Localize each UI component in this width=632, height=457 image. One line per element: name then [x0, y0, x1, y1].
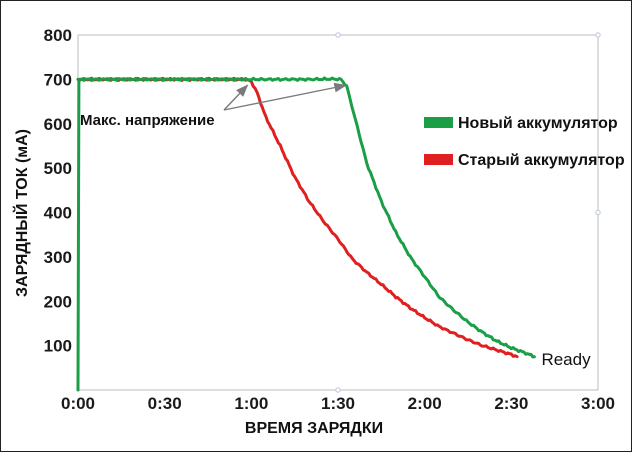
annotation-arrow — [223, 84, 249, 111]
frame-marker — [595, 209, 601, 216]
y-tick-label: 400 — [44, 204, 72, 223]
y-tick-label: 300 — [44, 248, 72, 267]
annotation-ready: Ready — [541, 350, 591, 369]
frame-marker — [595, 32, 601, 38]
legend-swatch-old-battery — [424, 154, 453, 165]
x-tick-label: 2:00 — [408, 394, 442, 413]
y-tick-label: 500 — [44, 159, 72, 178]
x-tick-label: 0:00 — [61, 394, 95, 413]
annotation-arrow — [223, 82, 347, 111]
y-tick-label: 700 — [44, 70, 72, 89]
x-tick-labels: 0:00 0:30 1:00 1:30 2:00 2:30 3:00 — [61, 394, 615, 413]
frame-marker — [335, 387, 341, 393]
legend-label-old-battery: Старый аккумулятор — [458, 152, 625, 169]
y-tick-label: 100 — [44, 337, 72, 356]
x-axis-title: ВРЕМЯ ЗАРЯДКИ — [245, 420, 383, 437]
legend-label-new-battery: Новый аккумулятор — [458, 115, 618, 132]
annotation-layer: Макс. напряжение Ready — [80, 82, 591, 369]
annotation-max-voltage: Макс. напряжение — [80, 112, 215, 129]
legend: Новый аккумулятор Старый аккумулятор — [424, 115, 625, 169]
x-tick-label: 1:30 — [321, 394, 355, 413]
x-tick-label: 2:30 — [494, 394, 528, 413]
y-axis-title: ЗАРЯДНЫЙ ТОК (мА) — [12, 129, 31, 297]
y-tick-label: 800 — [44, 26, 72, 45]
frame-marker — [335, 32, 341, 38]
y-tick-label: 600 — [44, 115, 72, 134]
legend-swatch-new-battery — [424, 117, 453, 128]
series-layer — [76, 76, 536, 392]
y-tick-labels: 100 200 300 400 500 600 700 800 — [44, 26, 601, 393]
x-tick-label: 1:00 — [234, 394, 268, 413]
y-tick-label: 200 — [44, 292, 72, 311]
x-tick-label: 0:30 — [148, 394, 182, 413]
series-line-new-battery — [76, 76, 536, 392]
x-tick-label: 3:00 — [581, 394, 615, 413]
